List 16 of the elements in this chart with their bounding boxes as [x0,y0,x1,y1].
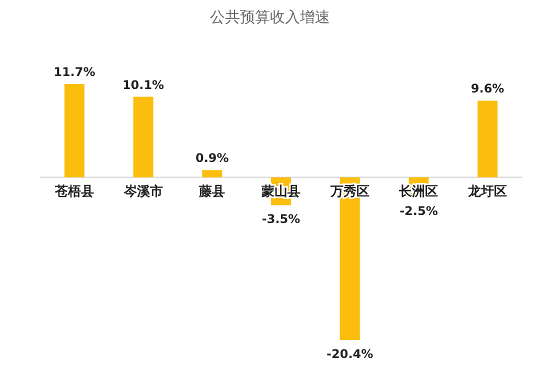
x-tick-label: 藤县 [198,183,226,200]
x-tick-label: 苍梧县 [54,183,94,200]
data-label: 11.7% [54,65,96,79]
data-label: -20.4% [326,347,374,361]
x-tick-label: 龙圩区 [467,184,508,200]
bar [202,170,222,178]
chart-title: 公共预算收入增速 [210,8,330,26]
bar [478,100,498,178]
x-tick-label: 岑溪市 [122,183,163,200]
data-label: 0.9% [196,151,229,166]
data-label: -2.5% [400,204,438,218]
data-label: -3.5% [262,212,300,226]
data-label: 10.1% [122,78,164,92]
bar [133,96,154,178]
bar [64,84,84,178]
data-label: 9.6% [470,82,504,96]
